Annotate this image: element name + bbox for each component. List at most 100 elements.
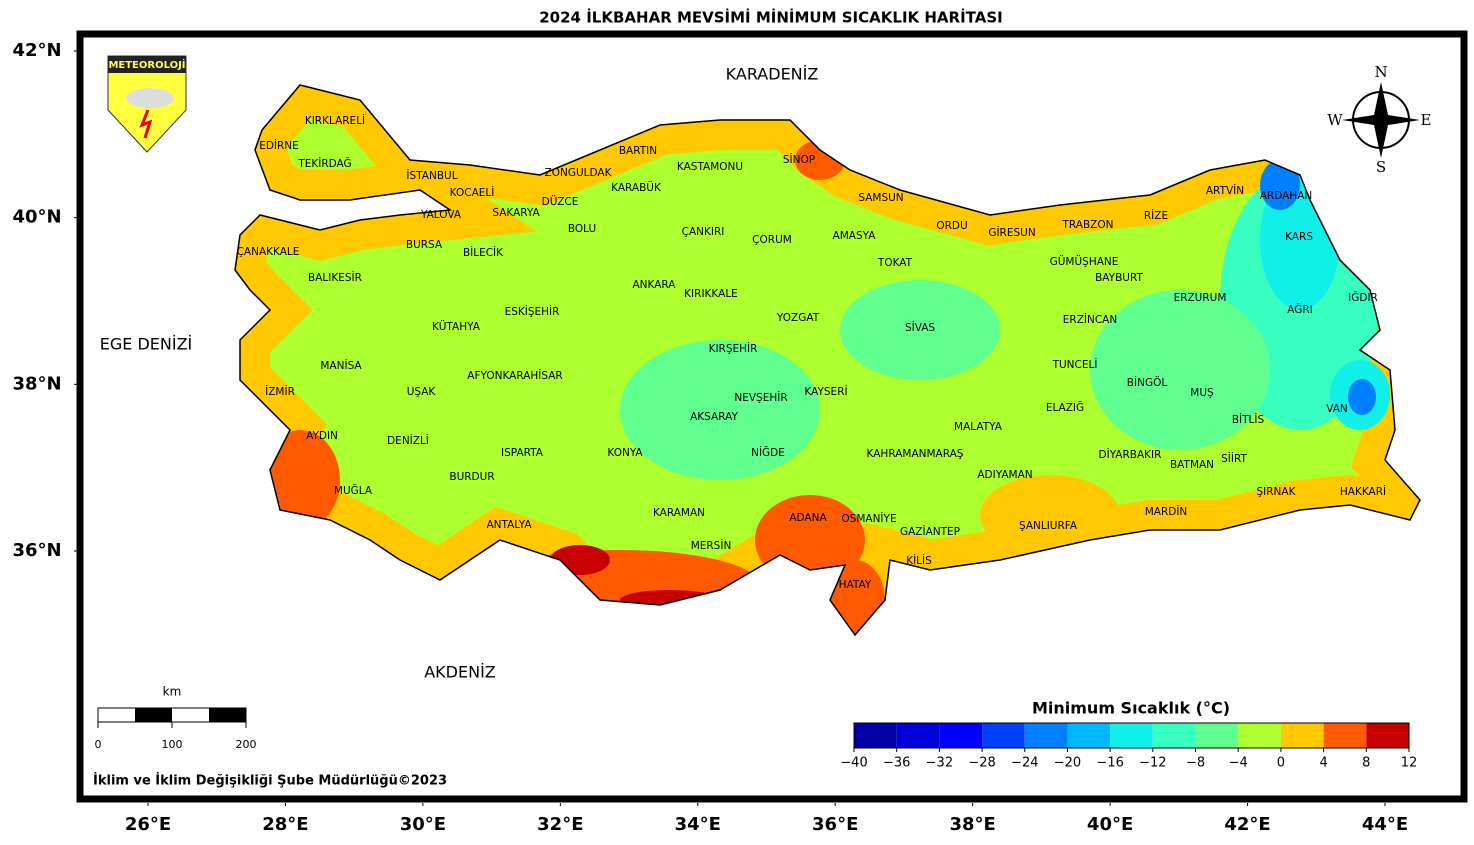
map-frame <box>76 30 1468 803</box>
colorbar-bin <box>1152 723 1196 748</box>
province-label: ADIYAMAN <box>977 469 1032 481</box>
province-label: KAYSERİ <box>804 385 847 398</box>
colorbar-bin <box>982 723 1025 748</box>
province-label: TUNCELİ <box>1052 358 1098 371</box>
compass-letter: W <box>1327 111 1343 129</box>
province-label: BOLU <box>568 223 596 235</box>
colorbar-bin <box>1067 723 1111 748</box>
province-label: BİLECİK <box>463 246 504 259</box>
province-label: ERZURUM <box>1174 292 1227 304</box>
province-label: SİİRT <box>1221 452 1247 465</box>
colorbar-label: 0 <box>1277 756 1285 771</box>
compass-letter: S <box>1376 158 1386 176</box>
province-label: BİTLİS <box>1232 413 1265 426</box>
sea-label: EGE DENİZİ <box>100 335 193 354</box>
compass-letter: N <box>1374 63 1387 81</box>
colorbar-label: −32 <box>926 756 953 771</box>
province-label: HAKKARİ <box>1340 485 1386 498</box>
colorbar-frame <box>853 722 1410 749</box>
colorbar-label: 4 <box>1319 756 1327 771</box>
scale-label: 0 <box>95 738 102 751</box>
province-label: AYDIN <box>306 430 338 442</box>
province-label: BURSA <box>406 239 443 251</box>
province-label: ŞIRNAK <box>1257 486 1297 498</box>
province-label: KASTAMONU <box>677 161 743 173</box>
province-label: BARTIN <box>619 145 657 157</box>
province-label: ANTALYA <box>486 519 532 531</box>
province-label: KİLİS <box>906 554 932 567</box>
province-label: İZMİR <box>265 385 295 398</box>
province-label: YALOVA <box>420 209 462 221</box>
province-label: KIRKLARELİ <box>305 114 365 127</box>
province-label: ZONGULDAK <box>545 167 613 179</box>
scale-unit: km <box>163 685 182 699</box>
logo: METEOROLOJİ <box>107 55 187 153</box>
province-label: KONYA <box>607 447 643 459</box>
province-label: UŞAK <box>407 386 437 398</box>
province-label: KARS <box>1285 231 1313 243</box>
temperature-field <box>235 85 1420 635</box>
province-label: KÜTAHYA <box>432 320 481 333</box>
province-label: ŞANLIURFA <box>1019 520 1078 532</box>
colorbar-bin <box>1110 723 1153 748</box>
colorbar-bin <box>1366 723 1409 748</box>
scale-bar-segment <box>135 708 172 722</box>
province-label: SİNOP <box>783 153 815 166</box>
sea-label: KARADENİZ <box>726 65 819 84</box>
province-label: TEKİRDAĞ <box>297 157 351 170</box>
province-label: ARDAHAN <box>1260 190 1313 202</box>
colorbar-label: −12 <box>1139 756 1166 771</box>
province-label: NİĞDE <box>751 446 785 459</box>
province-label: GİRESUN <box>988 226 1035 239</box>
province-label: KARAMAN <box>653 507 705 519</box>
colorbar-label: −28 <box>968 756 995 771</box>
colorbar-label: −24 <box>1011 756 1038 771</box>
province-label: KAHRAMANMARAŞ <box>867 448 964 460</box>
province-label: AĞRI <box>1287 303 1313 316</box>
province-label: KOCAELİ <box>450 186 495 199</box>
province-label: YOZGAT <box>776 312 820 324</box>
province-label: ANKARA <box>633 279 677 291</box>
province-label: SAKARYA <box>492 207 540 219</box>
sea-label: AKDENİZ <box>424 663 496 682</box>
lat-label: 40°N <box>12 207 61 228</box>
province-label: BATMAN <box>1170 459 1214 471</box>
province-label: DİYARBAKIR <box>1099 448 1162 461</box>
scale-label: 200 <box>236 738 257 751</box>
province-label: AKSARAY <box>690 411 738 423</box>
colorbar-label: 8 <box>1362 756 1370 771</box>
lon-label: 28°E <box>262 814 308 835</box>
province-label: KIRŞEHİR <box>709 342 758 355</box>
province-label: OSMANİYE <box>841 512 896 525</box>
lon-label: 40°E <box>1087 814 1133 835</box>
province-label: MANİSA <box>320 359 362 372</box>
colorbar-label: 12 <box>1401 756 1418 771</box>
legend-title: Minimum Sıcaklık (°C) <box>1032 699 1230 718</box>
province-label: ÇANAKKALE <box>237 246 300 258</box>
province-label: EDİRNE <box>259 139 299 152</box>
colorbar-bin <box>939 723 983 748</box>
province-label: TRABZON <box>1062 219 1114 231</box>
lon-label: 34°E <box>675 814 721 835</box>
colorbar-bin <box>1323 723 1367 748</box>
lat-label: 36°N <box>12 540 61 561</box>
lon-label: 44°E <box>1362 814 1408 835</box>
province-label: AFYONKARAHİSAR <box>467 369 562 382</box>
province-label: KARABÜK <box>611 181 662 194</box>
province-label: TOKAT <box>877 257 913 269</box>
colorbar-label: −8 <box>1186 756 1205 771</box>
province-label: SİVAS <box>905 321 935 334</box>
colorbar-bin <box>896 723 940 748</box>
province-label: ÇANKIRI <box>682 226 725 238</box>
province-label: NEVŞEHİR <box>734 391 787 404</box>
colorbar-label: −4 <box>1229 756 1248 771</box>
scale-bar-segment <box>209 708 246 722</box>
colorbar-label: −16 <box>1096 756 1123 771</box>
colorbar-bin <box>854 723 897 748</box>
province-label: MERSİN <box>691 539 732 552</box>
map-title: 2024 İLKBAHAR MEVSİMİ MİNİMUM SICAKLIK H… <box>539 8 1002 27</box>
province-label: ADANA <box>789 512 827 524</box>
colorbar-label: −36 <box>883 756 910 771</box>
province-label: ÇORUM <box>752 234 792 246</box>
